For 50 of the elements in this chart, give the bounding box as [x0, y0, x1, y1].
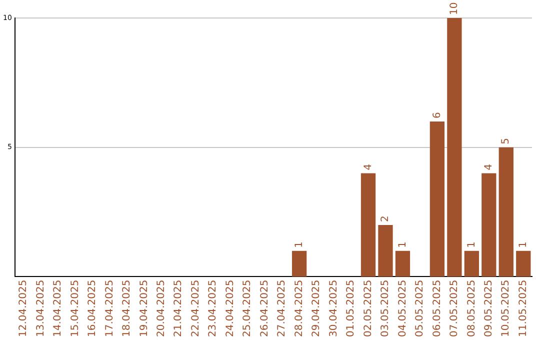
data-label: 4	[362, 164, 374, 170]
x-tick-label: 21.04.2025	[173, 280, 184, 338]
x-tick-label: 10.05.2025	[500, 280, 512, 338]
x-tick-label: 03.05.2025	[380, 280, 392, 338]
bar	[360, 173, 376, 277]
x-tick-label: 28.04.2025	[294, 280, 305, 338]
x-tick-label: 02.05.2025	[362, 280, 374, 338]
x-tick-label: 25.04.2025	[242, 280, 254, 338]
bar	[430, 122, 445, 277]
bar	[378, 224, 393, 277]
x-tick-label: 13.04.2025	[35, 280, 46, 338]
data-label: 2	[380, 216, 392, 222]
data-label: 1	[518, 241, 529, 248]
data-label: 5	[500, 138, 512, 144]
x-tick-label: 24.04.2025	[224, 280, 236, 338]
x-tick-label: 14.04.2025	[52, 280, 64, 338]
x-tick-label: 22.04.2025	[190, 280, 202, 338]
x-tick-label: 18.04.2025	[122, 280, 133, 338]
bar	[482, 173, 496, 277]
x-tick-label: 26.04.2025	[259, 280, 270, 338]
bar	[498, 147, 514, 277]
data-label: 1	[294, 241, 305, 248]
x-tick-label: 17.04.2025	[104, 280, 116, 338]
x-tick-label: 07.05.2025	[449, 280, 460, 338]
bar	[395, 250, 410, 277]
x-tick-label: 12.04.2025	[18, 280, 30, 338]
data-label: 1	[397, 241, 408, 248]
x-tick-label: 23.04.2025	[208, 280, 219, 338]
x-tick-label: 19.04.2025	[138, 280, 150, 338]
data-label: 6	[432, 112, 443, 118]
x-tick-label: 16.04.2025	[87, 280, 98, 338]
x-tick-label: 20.04.2025	[156, 280, 168, 338]
x-tick-label: 05.05.2025	[414, 280, 426, 338]
x-tick-label: 04.05.2025	[397, 280, 408, 338]
bar	[516, 250, 531, 277]
x-tick-label: 29.04.2025	[311, 280, 322, 338]
data-label: 10	[449, 2, 460, 15]
data-label: 4	[484, 164, 495, 170]
x-tick-label: 09.05.2025	[484, 280, 495, 338]
bar	[292, 250, 307, 277]
data-label: 1	[466, 241, 478, 248]
x-tick-label: 06.05.2025	[432, 280, 443, 338]
x-tick-label: 01.05.2025	[346, 280, 357, 338]
x-tick-label: 30.04.2025	[328, 280, 340, 338]
x-tick-label: 27.04.2025	[276, 280, 288, 338]
bar	[447, 18, 462, 277]
x-tick-label: 11.05.2025	[518, 280, 529, 338]
bar	[464, 250, 479, 277]
x-tick-label: 08.05.2025	[466, 280, 478, 338]
x-tick-label: 15.04.2025	[70, 280, 81, 338]
